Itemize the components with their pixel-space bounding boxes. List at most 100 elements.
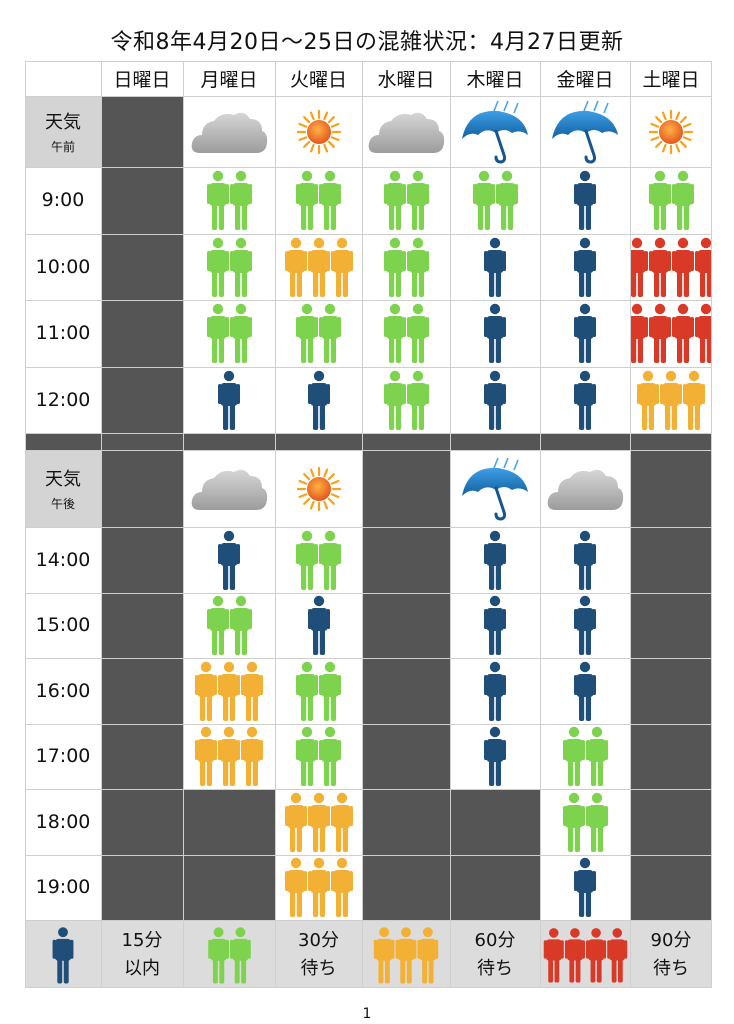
people-group-level-1 <box>218 370 240 430</box>
day-header-wed: 水曜日 <box>362 61 450 96</box>
grid-line <box>362 61 363 988</box>
day-header-sat: 土曜日 <box>630 61 712 96</box>
closed-cell-wed <box>362 592 450 658</box>
people-group-level-1 <box>574 857 596 918</box>
person-icon <box>484 661 506 721</box>
grid-line <box>101 61 102 988</box>
people-group-level-1 <box>307 370 330 430</box>
people-group-level-1 <box>574 530 596 590</box>
weather-label-text: 天気 <box>45 469 81 490</box>
person-icon <box>637 370 659 430</box>
grid-line <box>25 723 712 725</box>
crowd-cell-wed <box>362 366 450 433</box>
person-icon <box>574 530 596 590</box>
crowd-cell-fri <box>540 658 630 724</box>
legend-icon-level-4 <box>540 921 630 988</box>
person-icon <box>574 596 596 656</box>
day-label: 月曜日 <box>200 69 258 91</box>
person-icon <box>383 304 406 364</box>
person-icon <box>694 304 712 364</box>
crowd-cell-fri <box>540 789 630 855</box>
person-icon <box>417 926 439 983</box>
people-group-level-1 <box>484 303 506 364</box>
crowd-cell-tue <box>275 167 362 234</box>
person-icon <box>307 792 330 852</box>
person-icon <box>484 304 506 364</box>
closed-cell-mon <box>183 789 275 855</box>
person-icon <box>296 727 318 787</box>
person-icon <box>195 727 217 787</box>
person-icon <box>484 530 506 590</box>
person-icon <box>296 171 318 231</box>
day-header-tue: 火曜日 <box>275 61 362 96</box>
people-group-level-1 <box>218 530 240 590</box>
crowd-cell-tue <box>275 592 362 658</box>
closed-cell-wed <box>362 658 450 724</box>
legend-wait-time: 30分 <box>298 929 339 951</box>
people-group-level-1 <box>484 530 506 590</box>
person-icon <box>585 927 606 983</box>
crowd-cell-wed <box>362 300 450 367</box>
grid-line <box>25 920 712 921</box>
person-icon <box>229 171 252 231</box>
grid-line <box>630 61 631 988</box>
crowd-cell-fri <box>540 723 630 789</box>
person-icon <box>206 304 229 364</box>
day-header-sun: 日曜日 <box>101 61 183 96</box>
closed-cell-thu <box>450 789 540 855</box>
closed-cell-sat <box>630 854 712 920</box>
person-icon <box>296 661 318 721</box>
weather-am-mon <box>183 96 275 167</box>
person-icon <box>307 237 330 297</box>
closed-cell-wed <box>362 527 450 593</box>
person-icon <box>671 171 694 231</box>
person-icon <box>330 237 353 297</box>
umbrella-icon <box>552 100 618 164</box>
am-pm-separator <box>25 433 712 450</box>
closed-cell-sat <box>630 723 712 789</box>
closed-cell-wed <box>362 789 450 855</box>
closed-cell-sun <box>101 789 183 855</box>
person-icon <box>195 661 217 721</box>
time-text: 15:00 <box>35 614 91 637</box>
people-group-level-2 <box>648 170 694 231</box>
person-icon <box>543 927 564 983</box>
people-group-level-3 <box>284 857 353 918</box>
grid-line <box>25 167 712 168</box>
person-icon <box>694 237 712 297</box>
crowd-cell-thu <box>450 592 540 658</box>
closed-cell-wed <box>362 854 450 920</box>
closed-cell-sun <box>101 366 183 433</box>
people-group-level-1 <box>484 595 506 656</box>
person-icon <box>574 304 596 364</box>
person-icon <box>562 727 585 787</box>
day-header-fri: 金曜日 <box>540 61 630 96</box>
crowd-cell-mon <box>183 366 275 433</box>
weather-am-thu <box>450 96 540 167</box>
person-icon <box>307 370 330 430</box>
people-group-level-2 <box>383 237 429 297</box>
crowd-cell-tue <box>275 300 362 367</box>
crowd-cell-tue <box>275 723 362 789</box>
people-group-level-2 <box>383 170 429 231</box>
crowd-cell-fri <box>540 167 630 234</box>
crowd-cell-thu <box>450 658 540 724</box>
person-icon <box>648 171 671 231</box>
legend-wait-time: 60分 <box>474 929 516 951</box>
closed-cell-sat <box>630 789 712 855</box>
person-icon <box>574 370 596 430</box>
day-label: 金曜日 <box>556 69 614 91</box>
cloud-icon <box>191 469 268 510</box>
crowd-cell-fri <box>540 592 630 658</box>
person-icon <box>307 858 330 918</box>
grid-line <box>540 61 541 988</box>
cloud-icon <box>368 112 445 153</box>
weather-label-pm: 天気 午後 <box>25 450 101 527</box>
person-icon <box>406 171 429 231</box>
people-group-level-3 <box>195 661 263 721</box>
time-label: 12:00 <box>25 366 101 433</box>
people-group-level-4 <box>630 303 712 364</box>
people-group-level-3 <box>637 370 705 430</box>
legend-wait-note: 待ち <box>653 957 689 979</box>
time-text: 9:00 <box>41 189 85 212</box>
